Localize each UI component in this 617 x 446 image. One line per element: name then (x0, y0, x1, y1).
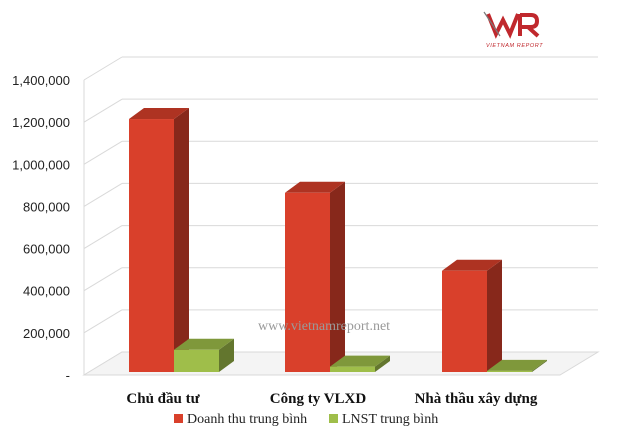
bar-side (487, 259, 502, 372)
bar-side (219, 338, 234, 372)
gridline-diagonal (83, 98, 123, 123)
bar-doanh-thu (442, 259, 502, 372)
legend-label-doanh-thu: Doanh thu trung bình (187, 412, 307, 427)
bar-doanh-thu (285, 181, 345, 372)
legend: Doanh thu trung bình LNST trung bình (174, 412, 438, 427)
legend-swatch-doanh-thu (174, 414, 183, 423)
bar-side (330, 181, 345, 372)
bar-top (174, 338, 234, 350)
y-tick-label: 1,200,000 (12, 115, 70, 130)
watermark-text: www.vietnamreport.net (258, 319, 390, 334)
bar-side (174, 108, 189, 373)
gridline-diagonal (83, 183, 123, 207)
y-tick-label: 800,000 (23, 199, 70, 214)
bar-front (129, 119, 174, 373)
bar-top (285, 181, 345, 193)
bar-front (285, 192, 330, 372)
bar-doanh-thu (129, 108, 189, 373)
bar-front (330, 366, 375, 372)
logo-tagline: VIETNAM REPORT (486, 43, 543, 49)
bar-front (487, 370, 532, 372)
bar-front (442, 270, 487, 372)
y-tick-label: 1,000,000 (12, 157, 70, 172)
y-tick-label: 200,000 (23, 326, 70, 341)
bar-top (330, 355, 390, 367)
y-axis-ticks: - 200,000 400,000 600,000 800,000 1,000,000 1,… (12, 73, 70, 383)
bar-side (532, 359, 547, 372)
logo-mark (483, 11, 540, 39)
y-tick-label: 400,000 (23, 284, 70, 299)
y-tick-label: 1,400,000 (12, 73, 70, 88)
x-category-label: Chủ đầu tư (126, 391, 200, 407)
bar-top (129, 108, 189, 120)
legend-swatch-lnst (329, 414, 338, 423)
y-tick-label: - (66, 368, 70, 383)
logo: VIETNAM REPORT (483, 11, 543, 49)
bar-side (375, 355, 390, 372)
gridline-diagonal (83, 309, 123, 334)
category-labels: Chủ đầu tư Công ty VLXD Nhà thầu xây dựng (126, 391, 537, 407)
y-tick-label: 600,000 (23, 242, 70, 257)
bar-lnst (487, 359, 547, 372)
bar-lnst (174, 338, 234, 372)
bar-lnst (330, 355, 390, 372)
gridlines (83, 56, 598, 376)
bar-top (487, 359, 547, 371)
bar-top (442, 259, 502, 271)
x-category-label: Nhà thầu xây dựng (415, 391, 538, 407)
gridline-diagonal (83, 140, 123, 165)
bar-front (174, 349, 219, 372)
x-category-label: Công ty VLXD (270, 391, 367, 407)
legend-label-lnst: LNST trung bình (342, 412, 438, 427)
gridline-diagonal (83, 225, 123, 249)
bars (129, 108, 547, 373)
gridline-diagonal (83, 267, 123, 292)
gridline-diagonal (83, 56, 123, 81)
